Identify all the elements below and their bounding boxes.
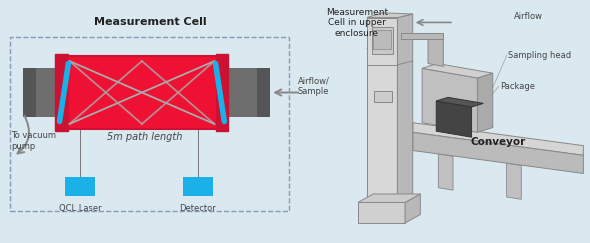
Text: Measurement Cell: Measurement Cell <box>94 17 207 27</box>
Polygon shape <box>401 33 443 39</box>
Bar <box>23 68 36 117</box>
Bar <box>65 177 95 196</box>
Bar <box>215 54 228 131</box>
Bar <box>63 56 221 129</box>
Text: Airflow: Airflow <box>514 12 543 21</box>
Polygon shape <box>422 63 493 78</box>
Text: QCL Laser: QCL Laser <box>59 204 101 213</box>
Text: To vacuum
pump: To vacuum pump <box>11 131 56 151</box>
Polygon shape <box>428 36 443 66</box>
Text: 5m path length: 5m path length <box>107 132 182 142</box>
Polygon shape <box>358 202 405 223</box>
Polygon shape <box>398 14 413 223</box>
Polygon shape <box>413 123 584 155</box>
Text: Airflow/
Sample: Airflow/ Sample <box>298 77 330 96</box>
Polygon shape <box>436 97 483 107</box>
Bar <box>183 177 212 196</box>
Polygon shape <box>436 101 471 137</box>
Polygon shape <box>398 123 413 155</box>
Bar <box>372 27 394 54</box>
Polygon shape <box>405 194 420 223</box>
Polygon shape <box>367 13 413 17</box>
Polygon shape <box>477 73 493 132</box>
Text: Measurement
Cell in upper
enclosure: Measurement Cell in upper enclosure <box>326 8 388 38</box>
Text: Conveyor: Conveyor <box>470 137 526 147</box>
Polygon shape <box>438 154 453 190</box>
Bar <box>23 68 270 117</box>
Bar <box>55 54 68 131</box>
Polygon shape <box>413 132 584 174</box>
Text: Sampling head: Sampling head <box>508 51 571 60</box>
Bar <box>375 91 392 102</box>
Text: Package: Package <box>500 82 535 91</box>
Text: Detector: Detector <box>179 204 217 213</box>
Polygon shape <box>358 194 420 202</box>
Polygon shape <box>367 17 398 223</box>
Polygon shape <box>422 68 477 132</box>
Bar <box>257 68 270 117</box>
Bar <box>373 30 391 49</box>
Polygon shape <box>507 163 522 199</box>
